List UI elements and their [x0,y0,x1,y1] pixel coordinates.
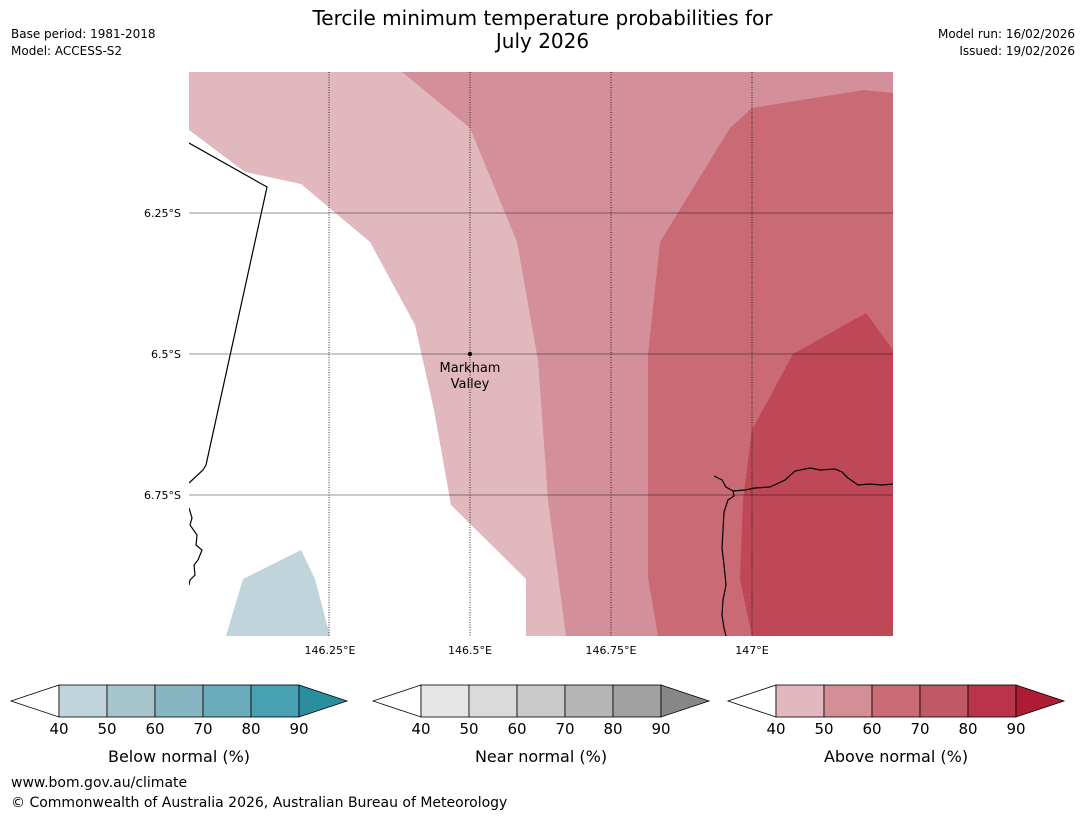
colorbar-label: Below normal (%) [108,747,250,766]
model-run: Model run: 16/02/2026 [937,27,1075,41]
colorbar-1: 40 50 60 70 80 90 Near normal (%) [371,684,711,766]
colorbar-segment [202,684,252,718]
colorbar-segment [468,684,518,718]
colorbar-tick-label: 80 [603,720,622,738]
meta-left: Base period: 1981-2018 Model: ACCESS-S2 [11,26,156,60]
title-line-1: Tercile minimum temperature probabilitie… [312,6,773,30]
colorbar-segment [967,684,1017,718]
place-label-line-2: Valley [451,377,490,392]
colorbar-segment [564,684,614,718]
colorbar-right-arrow [660,684,711,718]
colorbar-tick-label: 70 [910,720,929,738]
colorbar-left-arrow [371,684,422,718]
graticule-lon [328,72,753,636]
colorbar-segment [516,684,566,718]
model-name: Model: ACCESS-S2 [11,44,123,58]
footer-url: www.bom.gov.au/climate [11,775,188,791]
colorbar-tick-label: 60 [862,720,881,738]
lon-label: 146.5°E [448,644,492,657]
colorbar-tick-label: 90 [1006,720,1025,738]
footer-copyright: © Commonwealth of Australia 2026, Austra… [11,795,508,811]
colorbar-segment [250,684,300,718]
colorbar-tick-label: 80 [958,720,977,738]
colorbar-segment [612,684,662,718]
colorbar-segment [871,684,921,718]
base-period: Base period: 1981-2018 [11,27,156,41]
colorbar-label: Above normal (%) [824,747,968,766]
title-line-2: July 2026 [495,29,590,53]
colorbar-segment [919,684,969,718]
colorbar-tick-label: 50 [459,720,478,738]
lon-label: 146.75°E [586,644,637,657]
colorbar-label: Near normal (%) [475,747,607,766]
colorbar-right-arrow [298,684,349,718]
colorbar-segment [420,684,470,718]
lat-label: 6.5°S [151,348,181,361]
colorbar-tick-label: 90 [289,720,308,738]
colorbar-0: 40 50 60 70 80 90 Below normal (%) [9,684,349,766]
colorbar-2: 40 50 60 70 80 90 Above normal (%) [726,684,1066,766]
zone-above-70-80 [740,313,893,636]
colorbar-tick-label: 50 [97,720,116,738]
coast-west [189,507,203,586]
meta-right: Model run: 16/02/2026 Issued: 19/02/2026 [938,26,1075,60]
issued-date: Issued: 19/02/2026 [959,44,1075,58]
place-marker-icon [467,351,473,357]
border-line [189,142,268,484]
colorbar-tick-label: 70 [193,720,212,738]
colorbar-tick-label: 80 [241,720,260,738]
colorbar-tick-label: 60 [145,720,164,738]
colorbar-tick-label: 40 [49,720,68,738]
colorbar-left-arrow [726,684,777,718]
colorbar-right-arrow [1015,684,1066,718]
colorbar-segment [823,684,873,718]
map-title: Tercile minimum temperature probabilitie… [0,7,1085,53]
colorbar-tick-label: 90 [651,720,670,738]
coast-north [732,467,893,492]
colorbar-tick-label: 40 [411,720,430,738]
lon-label: 147°E [735,644,768,657]
graticule [189,212,893,496]
colorbar-tick-label: 50 [814,720,833,738]
colorbar-left-arrow [9,684,60,718]
lat-label: 6.25°S [144,207,181,220]
colorbar-tick-label: 60 [507,720,526,738]
colorbar-group: 40 50 60 70 80 90 Below normal (%) 40 50 60 70 80 90… [9,684,1066,766]
colorbar-tick-label: 70 [555,720,574,738]
colorbar-segment [775,684,825,718]
coastline [189,142,893,636]
colorbar-segment [106,684,156,718]
colorbar-tick-label: 40 [766,720,785,738]
zone-below-40-50 [226,550,330,636]
map-area [189,72,893,636]
colorbar-segment [58,684,108,718]
lat-label: 6.75°S [144,489,181,502]
colorbar-segment [154,684,204,718]
lon-label: 146.25°E [305,644,356,657]
coast-east [713,475,735,636]
place-label-line-1: Markham [440,361,501,376]
